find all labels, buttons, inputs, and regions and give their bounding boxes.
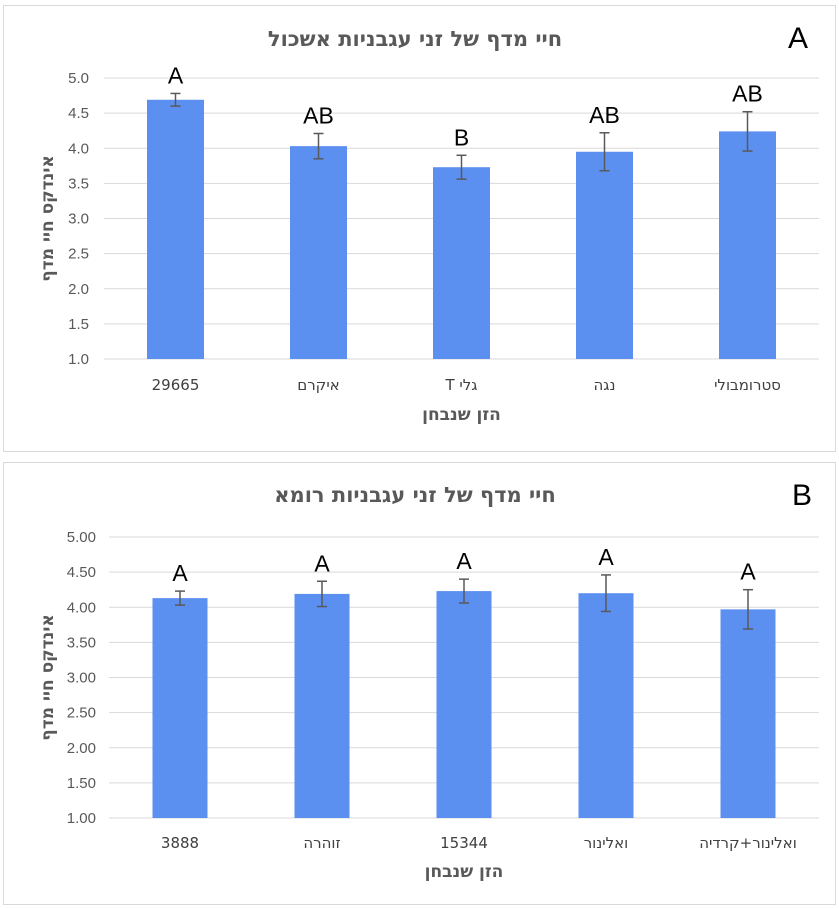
chart-a-y-tick-label: 2.0	[68, 281, 89, 298]
chart-a-bar	[290, 146, 347, 359]
chart-b-y-tick-label: 3.00	[67, 670, 96, 687]
chart-a-title: חיי מדף של זני עגבניות אשכול	[268, 27, 562, 51]
chart-a-y-tick-label: 1.5	[68, 316, 89, 333]
chart-a-y-tick-label: 1.0	[68, 351, 89, 368]
chart-a-y-axis-title: אינדקס חיי מדף	[38, 155, 58, 281]
chart-a-category-label: איקרם	[297, 376, 339, 394]
chart-b-bar	[294, 593, 350, 818]
chart-b-bar	[720, 609, 776, 818]
chart-b-bar	[152, 598, 208, 818]
chart-b-y-tick-label: 2.00	[67, 740, 96, 757]
chart-a-x-axis-title: הזן שנבחן	[422, 405, 501, 425]
chart-b-y-tick-label: 1.00	[67, 810, 96, 827]
chart-b-category-label: ואלינור	[584, 834, 629, 852]
chart-a-category-label: נגה	[594, 376, 616, 394]
chart-b-y-axis-title: אינדקס חיי מדף	[38, 614, 58, 740]
chart-a-y-tick-label: 2.5	[68, 246, 89, 263]
chart-b-y-tick-label: 4.00	[67, 599, 96, 616]
chart-a-significance-label: AB	[303, 102, 334, 128]
chart-b-significance-label: A	[598, 544, 614, 570]
chart-b-bar	[578, 593, 634, 818]
chart-b-significance-label: A	[172, 560, 188, 586]
chart-a-bar	[433, 167, 490, 359]
chart-b-y-tick-label: 5.00	[67, 529, 96, 546]
chart-a-y-tick-label: 3.5	[68, 175, 89, 192]
chart-b-panel-letter: B	[792, 479, 812, 512]
chart-b-significance-label: A	[456, 548, 472, 574]
chart-b-y-tick-label: 1.50	[67, 775, 96, 792]
chart-b-y-tick-label: 3.50	[67, 634, 96, 651]
chart-a-significance-label: AB	[589, 102, 620, 128]
chart-a-significance-label: A	[168, 62, 184, 88]
chart-a-bar	[719, 131, 776, 359]
chart-b-significance-label: A	[740, 559, 756, 585]
chart-b-significance-label: A	[314, 550, 330, 576]
chart-b-category-label: זוהרה	[303, 834, 340, 852]
chart-panel-a: חיי מדף של זני עגבניות אשכול A 1.0 1.5 2.0 2.…	[3, 5, 836, 452]
chart-b-svg: חיי מדף של זני עגבניות רומא B 1.00 1.50 2.00…	[38, 479, 819, 882]
chart-b-y-tick-label: 4.50	[67, 564, 96, 581]
chart-a-category-label: סטרומבולי	[714, 376, 781, 394]
chart-panel-b: חיי מדף של זני עגבניות רומא B 1.00 1.50 2.00…	[3, 462, 836, 905]
chart-b-y-tick-label: 2.50	[67, 705, 96, 722]
chart-b-x-axis-title: הזן שנבחן	[425, 862, 504, 882]
chart-a-bar	[576, 151, 633, 359]
chart-a-significance-label: AB	[732, 81, 763, 107]
chart-a-panel-letter: A	[788, 22, 808, 55]
chart-a-category-label: 29665	[152, 376, 200, 394]
chart-b-title: חיי מדף של זני עגבניות רומא	[274, 483, 556, 507]
chart-a-y-tick-label: 4.0	[68, 140, 89, 157]
chart-b-category-label: 3888	[161, 834, 199, 852]
chart-b-category-label: 15344	[440, 834, 488, 852]
chart-a-bar	[147, 99, 204, 359]
chart-a-y-tick-label: 4.5	[68, 105, 89, 122]
chart-b-category-label: ואלינור+קרדיה	[699, 834, 797, 852]
chart-b-bar	[436, 591, 492, 818]
chart-a-significance-label: B	[454, 124, 469, 150]
chart-a-y-tick-label: 3.0	[68, 211, 89, 228]
chart-a-svg: חיי מדף של זני עגבניות אשכול A 1.0 1.5 2.0 2.…	[38, 22, 819, 425]
chart-a-y-tick-label: 5.0	[68, 70, 89, 87]
chart-a-category-label: גלי T	[444, 376, 477, 394]
